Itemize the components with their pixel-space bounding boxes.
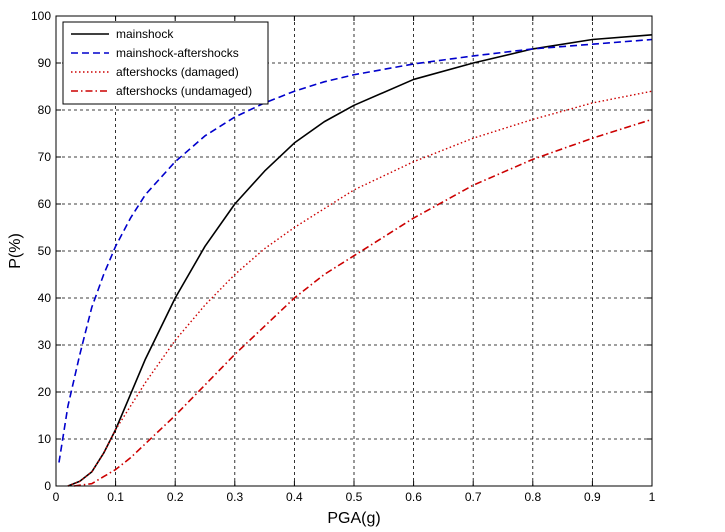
x-tick-label: 0.5 <box>346 490 363 504</box>
x-axis-label: PGA(g) <box>327 510 380 527</box>
x-tick-label: 0.4 <box>286 490 303 504</box>
x-tick-label: 0.9 <box>584 490 601 504</box>
legend-label: aftershocks (damaged) <box>116 65 239 79</box>
series-layer <box>58 34 653 487</box>
y-tick-label: 90 <box>38 56 52 70</box>
legend-box <box>62 21 269 105</box>
x-tick-label: 1 <box>649 490 656 504</box>
y-tick-label: 40 <box>38 291 52 305</box>
x-tick-label: 0.6 <box>405 490 422 504</box>
legend-label: aftershocks (undamaged) <box>116 84 252 98</box>
y-tick-label: 30 <box>38 338 52 352</box>
y-tick-label: 50 <box>38 244 52 258</box>
x-tick-label: 0.8 <box>524 490 541 504</box>
x-tick-label: 0.2 <box>167 490 184 504</box>
x-tick-label: 0 <box>53 490 60 504</box>
y-axis-label: P(%) <box>7 233 24 269</box>
legend: mainshock mainshock-aftershocks aftershock… <box>62 21 269 105</box>
series-line-4 <box>73 118 653 487</box>
series-line-1 <box>67 34 653 487</box>
y-tick-label: 10 <box>38 432 52 446</box>
series-line-2 <box>58 38 653 463</box>
grid <box>56 16 652 486</box>
y-tick-label: 100 <box>31 9 51 23</box>
x-tick-label: 0.7 <box>465 490 482 504</box>
y-tick-label: 70 <box>38 150 52 164</box>
y-tick-labels: 0 10 20 30 40 50 60 70 80 90 100 <box>31 9 51 493</box>
tick-marks <box>55 15 653 487</box>
x-tick-label: 0.3 <box>226 490 243 504</box>
x-tick-labels: 0 0.1 0.2 0.3 0.4 0.5 0.6 0.7 0.8 0.9 1 <box>53 490 656 504</box>
legend-label: mainshock-aftershocks <box>116 46 239 60</box>
series-line-3 <box>67 90 653 487</box>
x-tick-label: 0.1 <box>107 490 124 504</box>
y-tick-label: 20 <box>38 385 52 399</box>
y-tick-label: 80 <box>38 103 52 117</box>
y-tick-label: 0 <box>44 479 51 493</box>
y-tick-label: 60 <box>38 197 52 211</box>
legend-label: mainshock <box>116 27 174 41</box>
